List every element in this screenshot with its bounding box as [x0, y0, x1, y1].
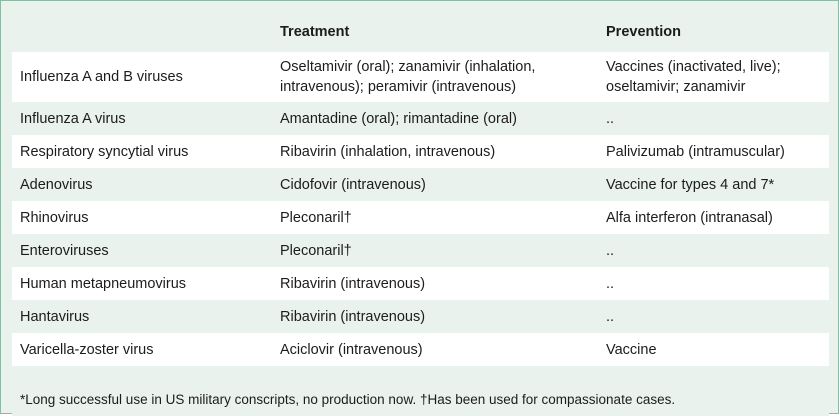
- table-row: Influenza A and B viruses Oseltamivir (o…: [12, 52, 829, 102]
- header-row: Treatment Prevention: [12, 12, 829, 52]
- prevention-cell: Vaccine for types 4 and 7*: [598, 168, 829, 201]
- treatment-cell: Aciclovir (intravenous): [272, 333, 598, 366]
- table-row: Adenovirus Cidofovir (intravenous) Vacci…: [12, 168, 829, 201]
- treatment-cell: Oseltamivir (oral); zanamivir (inhalatio…: [272, 52, 598, 102]
- virus-cell: Human metapneumovirus: [12, 267, 272, 300]
- treatment-cell: Pleconaril†: [272, 201, 598, 234]
- prevention-cell: Palivizumab (intramuscular): [598, 135, 829, 168]
- treatment-cell: Ribavirin (intravenous): [272, 300, 598, 333]
- footnote-row: *Long successful use in US military cons…: [12, 366, 829, 416]
- prevention-cell: ..: [598, 102, 829, 135]
- treatment-cell: Cidofovir (intravenous): [272, 168, 598, 201]
- treatment-cell: Ribavirin (intravenous): [272, 267, 598, 300]
- treatment-cell: Pleconaril†: [272, 234, 598, 267]
- table-row: Rhinovirus Pleconaril† Alfa interferon (…: [12, 201, 829, 234]
- virus-cell: Hantavirus: [12, 300, 272, 333]
- virus-cell: Influenza A virus: [12, 102, 272, 135]
- prevention-cell: Vaccine: [598, 333, 829, 366]
- virus-cell: Varicella-zoster virus: [12, 333, 272, 366]
- prevention-cell: Alfa interferon (intranasal): [598, 201, 829, 234]
- virus-cell: Enteroviruses: [12, 234, 272, 267]
- prevention-cell: ..: [598, 234, 829, 267]
- header-prevention: Prevention: [598, 12, 829, 52]
- table-row: Human metapneumovirus Ribavirin (intrave…: [12, 267, 829, 300]
- table-row: Hantavirus Ribavirin (intravenous) ..: [12, 300, 829, 333]
- table-row: Enteroviruses Pleconaril† ..: [12, 234, 829, 267]
- header-virus: [12, 12, 272, 52]
- prevention-cell: ..: [598, 267, 829, 300]
- antiviral-table: Treatment Prevention Influenza A and B v…: [12, 12, 829, 416]
- virus-cell: Respiratory syncytial virus: [12, 135, 272, 168]
- treatment-cell: Amantadine (oral); rimantadine (oral): [272, 102, 598, 135]
- prevention-cell: Vaccines (inactivated, live); oseltamivi…: [598, 52, 829, 102]
- table-row: Respiratory syncytial virus Ribavirin (i…: [12, 135, 829, 168]
- prevention-cell: ..: [598, 300, 829, 333]
- virus-cell: Influenza A and B viruses: [12, 52, 272, 102]
- header-treatment: Treatment: [272, 12, 598, 52]
- footnote: *Long successful use in US military cons…: [12, 366, 829, 416]
- virus-cell: Adenovirus: [12, 168, 272, 201]
- virus-cell: Rhinovirus: [12, 201, 272, 234]
- table-row: Influenza A virus Amantadine (oral); rim…: [12, 102, 829, 135]
- table-row: Varicella-zoster virus Aciclovir (intrav…: [12, 333, 829, 366]
- treatment-cell: Ribavirin (inhalation, intravenous): [272, 135, 598, 168]
